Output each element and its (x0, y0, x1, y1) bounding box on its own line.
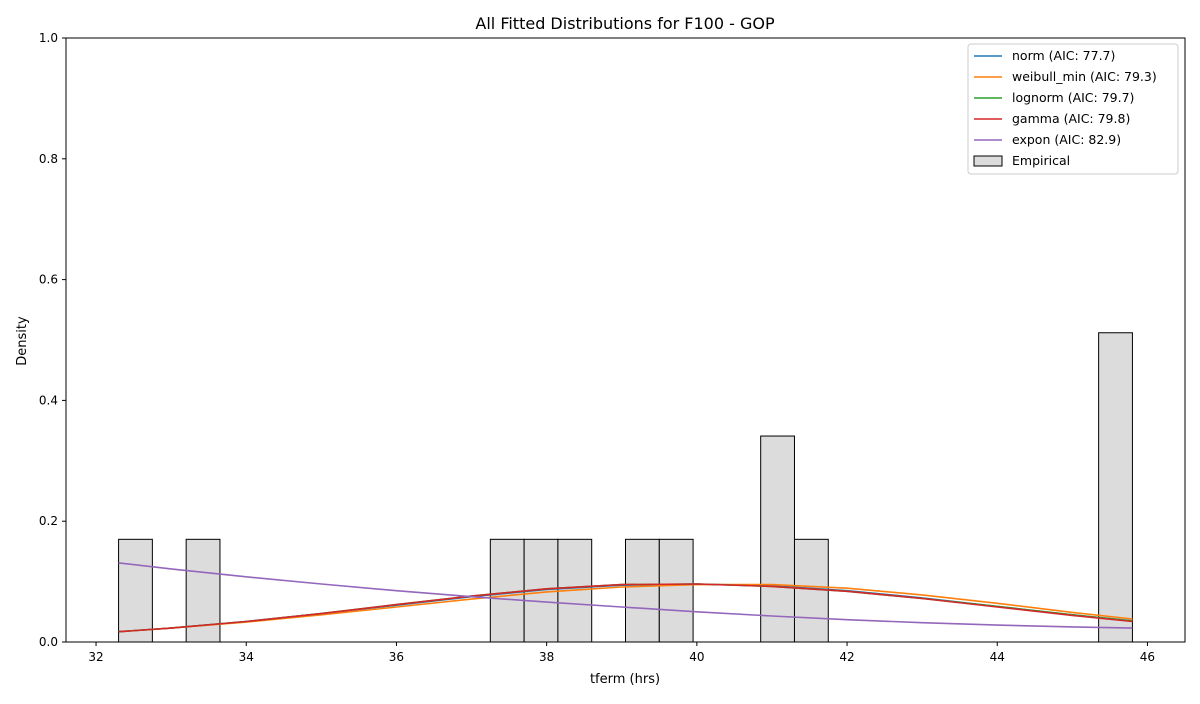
fitted-lines (118, 562, 1133, 633)
x-tick-label-3: 38 (539, 650, 554, 664)
histogram-bar-5 (625, 538, 660, 643)
legend-label-3: gamma (AIC: 79.8) (1012, 111, 1130, 126)
legend-box (967, 43, 1179, 175)
histogram-bar-8 (793, 538, 829, 643)
x-tick-label-4: 40 (689, 650, 704, 664)
legend-label-2: lognorm (AIC: 79.7) (1012, 90, 1134, 105)
y-tick-label-2: 0.4 (39, 393, 58, 407)
legend-label-empirical: Empirical (1012, 153, 1070, 168)
axes: 32 34 36 38 40 42 44 46 0.0 0.2 0.4 0.6 0.8 1.0 (39, 31, 1186, 664)
y-tick-label-4: 0.8 (39, 152, 58, 166)
y-tick-label-3: 0.6 (39, 273, 58, 287)
x-tick-label-6: 44 (990, 650, 1005, 664)
y-axis-label: Density (15, 316, 30, 366)
x-tick-label-1: 34 (239, 650, 254, 664)
histogram-bars (118, 332, 1133, 643)
histogram-bar-9 (1098, 332, 1133, 643)
y-tick-label-1: 0.2 (39, 514, 58, 528)
histogram-bar-6 (658, 538, 694, 643)
y-tick-label-0: 0.0 (39, 635, 58, 649)
legend-label-1: weibull_min (AIC: 79.3) (1012, 69, 1157, 84)
histogram-bar-7 (760, 435, 795, 643)
chart-title: All Fitted Distributions for F100 - GOP (475, 14, 775, 33)
legend-label-0: norm (AIC: 77.7) (1012, 48, 1115, 63)
plot-frame (65, 37, 1186, 643)
series-line-4 (118, 562, 1133, 629)
x-tick-label-0: 32 (88, 650, 103, 664)
histogram-bar-2 (489, 538, 525, 643)
series-line-3 (118, 583, 1133, 633)
x-tick-label-7: 46 (1140, 650, 1155, 664)
legend-patch-empirical (973, 155, 1003, 167)
y-tick-label-5: 1.0 (39, 31, 58, 45)
x-axis-label: tferm (hrs) (590, 672, 660, 687)
x-tick-label-2: 36 (389, 650, 404, 664)
histogram-bar-0 (118, 538, 153, 643)
legend-label-4: expon (AIC: 82.9) (1012, 132, 1121, 147)
legend: norm (AIC: 77.7) weibull_min (AIC: 79.3) l… (967, 43, 1179, 175)
x-tick-label-5: 42 (839, 650, 854, 664)
